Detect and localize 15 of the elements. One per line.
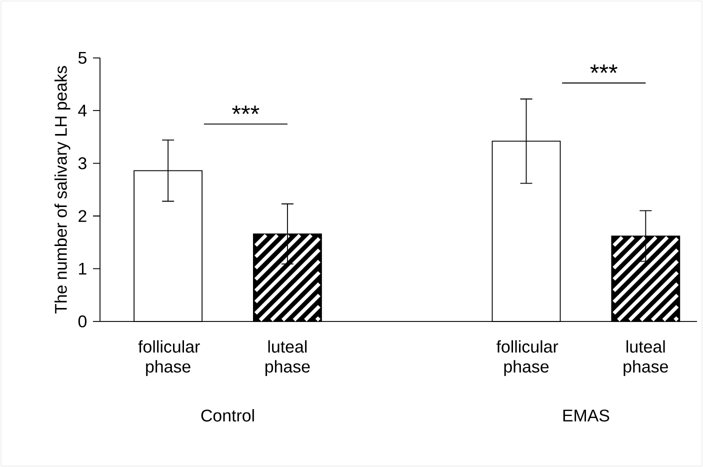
x-tick-label: follicular phase (496, 340, 558, 376)
y-tick-label: 5 (78, 52, 86, 64)
text: Control (201, 409, 254, 422)
y-tick-label: 4 (78, 104, 87, 116)
y-tick-label: 3 (78, 157, 86, 170)
annotation: *** (232, 106, 260, 114)
annotation: *** (590, 64, 618, 73)
x-tick-label: luteal phase (265, 340, 310, 376)
y-axis-title: The number of salivary LH peaks (54, 66, 70, 314)
x-tick-label: luteal phase (624, 340, 668, 376)
text: EMAS (563, 410, 610, 422)
y-tick-label: 2 (78, 210, 86, 222)
y-tick-label: 1 (79, 262, 86, 275)
y-tick-label: 0 (78, 315, 86, 328)
x-tick-label: follicular phase (138, 340, 200, 376)
